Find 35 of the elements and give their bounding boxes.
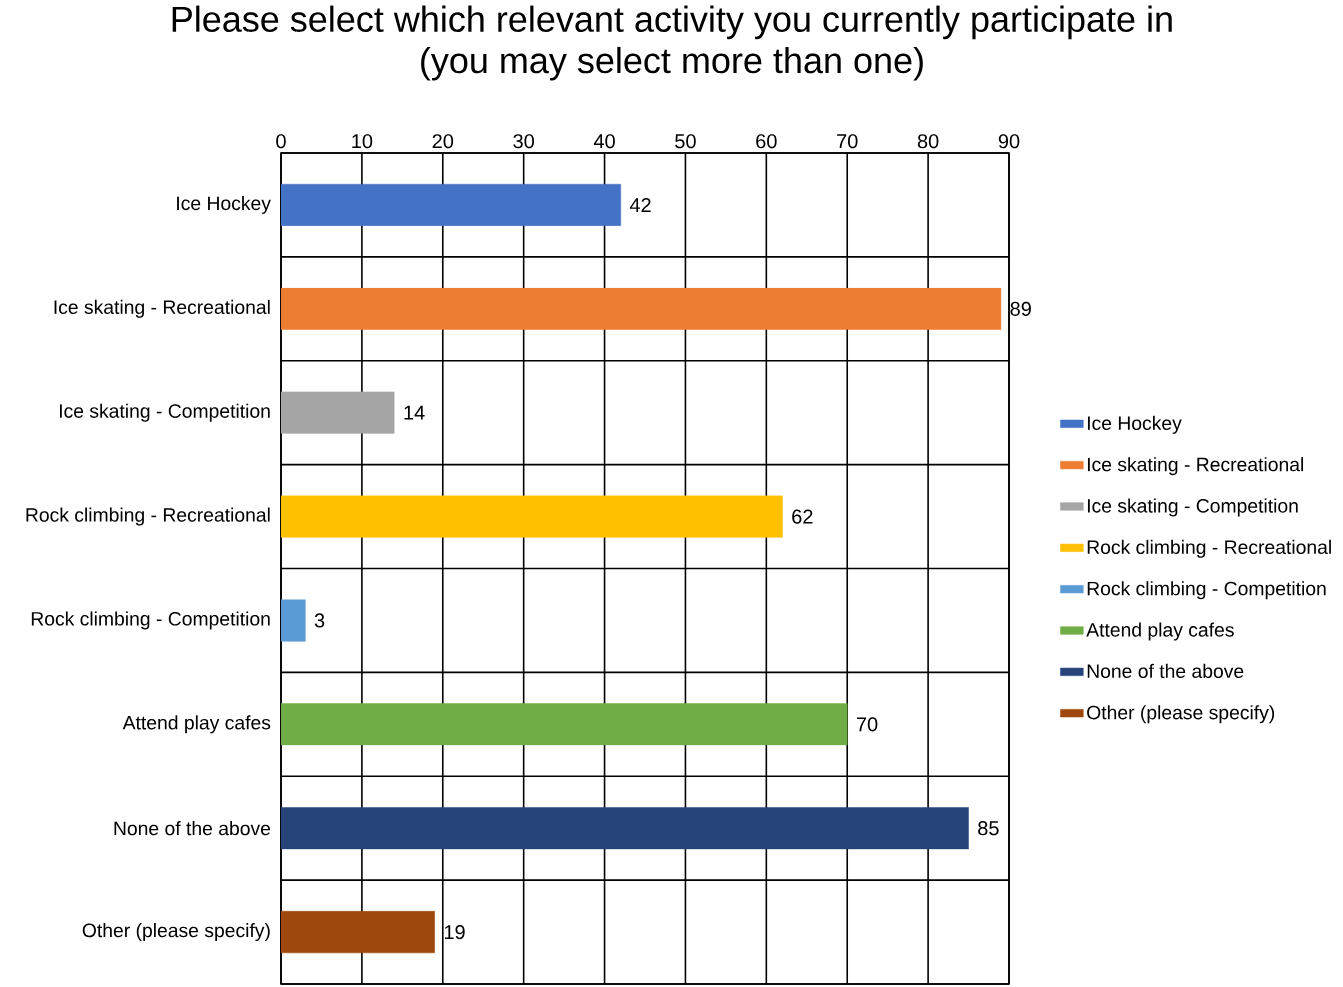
data-label: 89 bbox=[1010, 301, 1031, 316]
y-tick-label: None of the above bbox=[114, 821, 271, 836]
x-tick-label: 10 bbox=[352, 134, 373, 149]
x-tick-label: 20 bbox=[432, 134, 454, 149]
x-tick-label: 40 bbox=[593, 134, 615, 149]
legend-label: Ice skating - Recreational bbox=[1087, 457, 1304, 476]
y-tick-label: Rock climbing - Competition bbox=[31, 611, 270, 630]
data-label: 70 bbox=[856, 717, 878, 732]
data-label: 42 bbox=[629, 197, 651, 212]
legend-label: Ice skating - Competition bbox=[1087, 498, 1298, 517]
x-tick-label: 0 bbox=[276, 134, 286, 149]
chart-title: Please select which relevant activity you currently participate in (you may select more than one) bbox=[172, 5, 1172, 81]
x-tick-label: 80 bbox=[917, 134, 939, 149]
y-tick-label: Rock climbing - Recreational bbox=[26, 507, 270, 526]
x-tick-label: 50 bbox=[675, 134, 696, 149]
legend-label: Rock climbing - Competition bbox=[1087, 581, 1326, 600]
y-tick-label: Attend play cafes bbox=[122, 715, 271, 734]
x-tick-label: 60 bbox=[756, 134, 777, 149]
x-tick-label: 70 bbox=[837, 134, 858, 149]
data-label: 14 bbox=[404, 405, 425, 420]
x-tick-label: 90 bbox=[998, 134, 1020, 149]
legend-label: Attend play cafes bbox=[1086, 622, 1234, 641]
y-tick-label: Other (please specify) bbox=[82, 923, 270, 942]
data-label: 3 bbox=[314, 613, 325, 628]
legend-label: Rock climbing - Recreational bbox=[1087, 539, 1331, 558]
data-label: 62 bbox=[792, 509, 813, 524]
data-label: 19 bbox=[444, 924, 465, 940]
legend-label: None of the above bbox=[1087, 663, 1244, 679]
y-tick-label: Ice Hockey bbox=[177, 195, 271, 214]
legend-label: Other (please specify) bbox=[1087, 705, 1275, 724]
y-tick-label: Ice skating - Recreational bbox=[54, 299, 270, 318]
y-tick-label: Ice skating - Competition bbox=[59, 403, 270, 422]
data-label: 85 bbox=[978, 821, 999, 836]
legend-label: Ice Hockey bbox=[1087, 415, 1182, 434]
x-tick-label: 30 bbox=[513, 134, 534, 149]
